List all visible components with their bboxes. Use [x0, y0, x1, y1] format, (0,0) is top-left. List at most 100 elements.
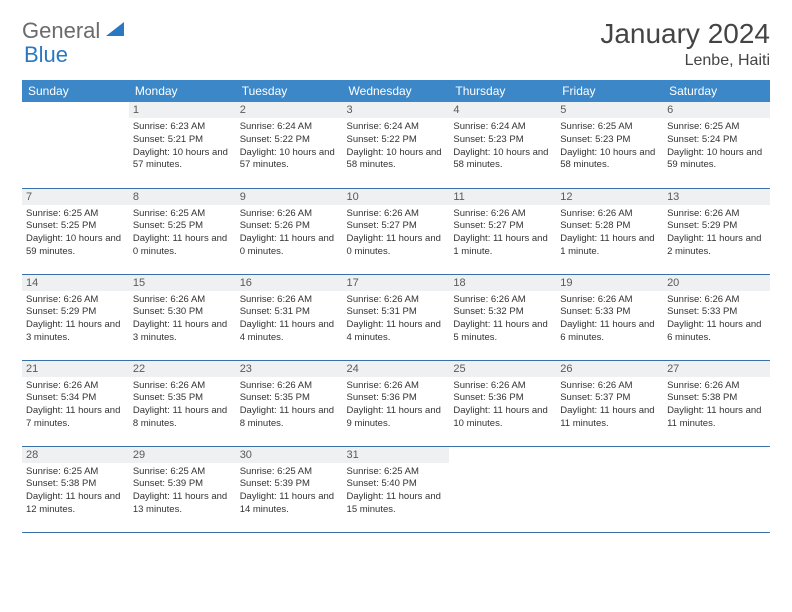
day-number: 4 — [449, 102, 556, 118]
day-details: Sunrise: 6:25 AMSunset: 5:25 PMDaylight:… — [22, 205, 129, 263]
daylight-text: Daylight: 11 hours and 7 minutes. — [26, 405, 125, 431]
daylight-text: Daylight: 11 hours and 4 minutes. — [240, 319, 339, 345]
logo-text-general: General — [22, 18, 100, 44]
calendar-cell: 17Sunrise: 6:26 AMSunset: 5:31 PMDayligh… — [343, 274, 450, 360]
day-details: Sunrise: 6:26 AMSunset: 5:34 PMDaylight:… — [22, 377, 129, 435]
sunset-text: Sunset: 5:35 PM — [240, 392, 339, 405]
day-details: Sunrise: 6:26 AMSunset: 5:36 PMDaylight:… — [343, 377, 450, 435]
day-number: 16 — [236, 275, 343, 291]
sunrise-text: Sunrise: 6:26 AM — [26, 294, 125, 307]
daylight-text: Daylight: 11 hours and 14 minutes. — [240, 491, 339, 517]
daylight-text: Daylight: 10 hours and 58 minutes. — [347, 147, 446, 173]
sunset-text: Sunset: 5:27 PM — [453, 220, 552, 233]
weekday-header-row: Sunday Monday Tuesday Wednesday Thursday… — [22, 80, 770, 102]
daylight-text: Daylight: 11 hours and 12 minutes. — [26, 491, 125, 517]
day-number: 30 — [236, 447, 343, 463]
sunrise-text: Sunrise: 6:26 AM — [133, 294, 232, 307]
daylight-text: Daylight: 10 hours and 58 minutes. — [453, 147, 552, 173]
day-number: 29 — [129, 447, 236, 463]
day-number: 31 — [343, 447, 450, 463]
day-number: 26 — [556, 361, 663, 377]
day-details: Sunrise: 6:26 AMSunset: 5:33 PMDaylight:… — [556, 291, 663, 349]
daylight-text: Daylight: 11 hours and 0 minutes. — [240, 233, 339, 259]
calendar-cell: 8Sunrise: 6:25 AMSunset: 5:25 PMDaylight… — [129, 188, 236, 274]
day-details: Sunrise: 6:26 AMSunset: 5:27 PMDaylight:… — [449, 205, 556, 263]
calendar-cell: 22Sunrise: 6:26 AMSunset: 5:35 PMDayligh… — [129, 360, 236, 446]
sunset-text: Sunset: 5:34 PM — [26, 392, 125, 405]
calendar-row: 1Sunrise: 6:23 AMSunset: 5:21 PMDaylight… — [22, 102, 770, 188]
calendar-cell: 18Sunrise: 6:26 AMSunset: 5:32 PMDayligh… — [449, 274, 556, 360]
day-details: Sunrise: 6:26 AMSunset: 5:29 PMDaylight:… — [663, 205, 770, 263]
sunrise-text: Sunrise: 6:26 AM — [240, 294, 339, 307]
day-number: 28 — [22, 447, 129, 463]
calendar-cell — [663, 446, 770, 532]
day-details: Sunrise: 6:24 AMSunset: 5:23 PMDaylight:… — [449, 118, 556, 176]
day-number: 22 — [129, 361, 236, 377]
sunrise-text: Sunrise: 6:25 AM — [560, 121, 659, 134]
daylight-text: Daylight: 11 hours and 6 minutes. — [560, 319, 659, 345]
daylight-text: Daylight: 11 hours and 0 minutes. — [133, 233, 232, 259]
sunset-text: Sunset: 5:23 PM — [453, 134, 552, 147]
sunrise-text: Sunrise: 6:26 AM — [667, 294, 766, 307]
day-number: 24 — [343, 361, 450, 377]
sunset-text: Sunset: 5:38 PM — [667, 392, 766, 405]
sunrise-text: Sunrise: 6:26 AM — [453, 208, 552, 221]
daylight-text: Daylight: 11 hours and 5 minutes. — [453, 319, 552, 345]
day-number: 5 — [556, 102, 663, 118]
day-number: 2 — [236, 102, 343, 118]
day-number: 18 — [449, 275, 556, 291]
sunset-text: Sunset: 5:38 PM — [26, 478, 125, 491]
calendar-cell: 4Sunrise: 6:24 AMSunset: 5:23 PMDaylight… — [449, 102, 556, 188]
weekday-header: Saturday — [663, 80, 770, 102]
daylight-text: Daylight: 11 hours and 8 minutes. — [133, 405, 232, 431]
calendar-row: 21Sunrise: 6:26 AMSunset: 5:34 PMDayligh… — [22, 360, 770, 446]
location-text: Lenbe, Haiti — [600, 52, 770, 70]
weekday-header: Wednesday — [343, 80, 450, 102]
calendar-cell: 27Sunrise: 6:26 AMSunset: 5:38 PMDayligh… — [663, 360, 770, 446]
calendar-cell — [449, 446, 556, 532]
day-number: 9 — [236, 189, 343, 205]
day-details: Sunrise: 6:25 AMSunset: 5:38 PMDaylight:… — [22, 463, 129, 521]
sunset-text: Sunset: 5:22 PM — [347, 134, 446, 147]
day-details: Sunrise: 6:26 AMSunset: 5:38 PMDaylight:… — [663, 377, 770, 435]
sunrise-text: Sunrise: 6:26 AM — [347, 380, 446, 393]
daylight-text: Daylight: 10 hours and 59 minutes. — [26, 233, 125, 259]
day-details: Sunrise: 6:26 AMSunset: 5:36 PMDaylight:… — [449, 377, 556, 435]
sunrise-text: Sunrise: 6:26 AM — [667, 208, 766, 221]
calendar-row: 14Sunrise: 6:26 AMSunset: 5:29 PMDayligh… — [22, 274, 770, 360]
day-details: Sunrise: 6:26 AMSunset: 5:35 PMDaylight:… — [129, 377, 236, 435]
sunrise-text: Sunrise: 6:24 AM — [453, 121, 552, 134]
calendar-cell: 3Sunrise: 6:24 AMSunset: 5:22 PMDaylight… — [343, 102, 450, 188]
sunrise-text: Sunrise: 6:25 AM — [240, 466, 339, 479]
calendar-cell: 11Sunrise: 6:26 AMSunset: 5:27 PMDayligh… — [449, 188, 556, 274]
calendar-cell: 31Sunrise: 6:25 AMSunset: 5:40 PMDayligh… — [343, 446, 450, 532]
sunrise-text: Sunrise: 6:26 AM — [240, 380, 339, 393]
calendar-cell: 10Sunrise: 6:26 AMSunset: 5:27 PMDayligh… — [343, 188, 450, 274]
day-details: Sunrise: 6:24 AMSunset: 5:22 PMDaylight:… — [236, 118, 343, 176]
day-number: 14 — [22, 275, 129, 291]
day-number: 27 — [663, 361, 770, 377]
calendar-cell — [22, 102, 129, 188]
daylight-text: Daylight: 11 hours and 11 minutes. — [667, 405, 766, 431]
sunrise-text: Sunrise: 6:26 AM — [347, 294, 446, 307]
logo-sail-icon — [102, 18, 126, 44]
calendar-row: 28Sunrise: 6:25 AMSunset: 5:38 PMDayligh… — [22, 446, 770, 532]
daylight-text: Daylight: 11 hours and 15 minutes. — [347, 491, 446, 517]
calendar-cell: 6Sunrise: 6:25 AMSunset: 5:24 PMDaylight… — [663, 102, 770, 188]
day-details: Sunrise: 6:26 AMSunset: 5:29 PMDaylight:… — [22, 291, 129, 349]
sunset-text: Sunset: 5:32 PM — [453, 306, 552, 319]
day-number: 23 — [236, 361, 343, 377]
sunrise-text: Sunrise: 6:26 AM — [133, 380, 232, 393]
calendar-cell: 29Sunrise: 6:25 AMSunset: 5:39 PMDayligh… — [129, 446, 236, 532]
day-details: Sunrise: 6:26 AMSunset: 5:32 PMDaylight:… — [449, 291, 556, 349]
daylight-text: Daylight: 11 hours and 3 minutes. — [133, 319, 232, 345]
day-number: 25 — [449, 361, 556, 377]
title-block: January 2024 Lenbe, Haiti — [600, 18, 770, 70]
calendar-cell: 14Sunrise: 6:26 AMSunset: 5:29 PMDayligh… — [22, 274, 129, 360]
day-details: Sunrise: 6:25 AMSunset: 5:25 PMDaylight:… — [129, 205, 236, 263]
logo-text-blue: Blue — [24, 42, 68, 67]
weekday-header: Tuesday — [236, 80, 343, 102]
sunrise-text: Sunrise: 6:26 AM — [560, 208, 659, 221]
sunset-text: Sunset: 5:39 PM — [133, 478, 232, 491]
sunset-text: Sunset: 5:21 PM — [133, 134, 232, 147]
